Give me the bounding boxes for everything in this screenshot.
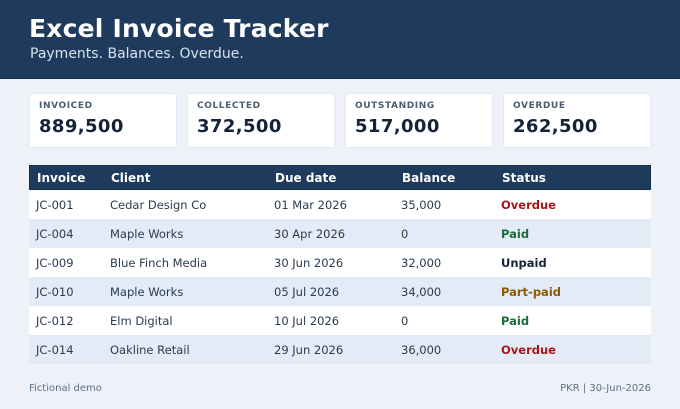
balance: 36,000 <box>401 343 442 357</box>
card-collected: COLLECTED 372,500 <box>187 93 335 148</box>
table-row[interactable]: JC-014 Oakline Retail 29 Jun 2026 36,000… <box>29 335 651 364</box>
client-name: Cedar Design Co <box>110 198 207 212</box>
due-date: 29 Jun 2026 <box>274 343 344 357</box>
table-row[interactable]: JC-001 Cedar Design Co 01 Mar 2026 35,00… <box>29 190 651 219</box>
column-header-status[interactable]: Status <box>502 171 546 185</box>
column-header-invoice[interactable]: Invoice <box>37 171 86 185</box>
due-date: 30 Apr 2026 <box>274 227 346 241</box>
card-label: OVERDUE <box>513 101 566 111</box>
balance: 32,000 <box>401 256 442 270</box>
invoice-id: JC-014 <box>36 343 74 357</box>
invoice-id: JC-010 <box>36 285 74 299</box>
due-date: 05 Jul 2026 <box>274 285 340 299</box>
status-badge: Part-paid <box>501 285 561 299</box>
footer-meta: PKR | 30-Jun-2026 <box>560 383 651 394</box>
client-name: Elm Digital <box>110 314 173 328</box>
table-row[interactable]: JC-010 Maple Works 05 Jul 2026 34,000 Pa… <box>29 277 651 306</box>
summary-cards: INVOICED 889,500 COLLECTED 372,500 OUTST… <box>29 93 651 149</box>
column-header-client[interactable]: Client <box>111 171 151 185</box>
page-title: Excel Invoice Tracker <box>29 14 329 43</box>
invoice-table: Invoice Client Due date Balance Status J… <box>29 165 651 364</box>
client-name: Maple Works <box>110 227 184 241</box>
status-badge: Unpaid <box>501 256 547 270</box>
client-name: Maple Works <box>110 285 184 299</box>
table-header: Invoice Client Due date Balance Status <box>29 165 651 190</box>
balance: 0 <box>401 227 409 241</box>
card-value: 372,500 <box>197 116 282 137</box>
card-invoiced: INVOICED 889,500 <box>29 93 177 148</box>
invoice-id: JC-012 <box>36 314 74 328</box>
balance: 34,000 <box>401 285 442 299</box>
status-badge: Paid <box>501 227 530 241</box>
client-name: Blue Finch Media <box>110 256 208 270</box>
invoice-id: JC-004 <box>36 227 74 241</box>
card-label: COLLECTED <box>197 101 261 111</box>
card-value: 517,000 <box>355 116 440 137</box>
page-subtitle: Payments. Balances. Overdue. <box>30 46 244 62</box>
card-outstanding: OUTSTANDING 517,000 <box>345 93 493 148</box>
status-badge: Overdue <box>501 198 556 212</box>
footer-note: Fictional demo <box>29 383 102 394</box>
card-label: OUTSTANDING <box>355 101 435 111</box>
status-badge: Paid <box>501 314 530 328</box>
column-header-due-date[interactable]: Due date <box>275 171 337 185</box>
card-value: 889,500 <box>39 116 124 137</box>
invoice-id: JC-001 <box>36 198 74 212</box>
due-date: 01 Mar 2026 <box>274 198 347 212</box>
table-row[interactable]: JC-004 Maple Works 30 Apr 2026 0 Paid <box>29 219 651 248</box>
balance: 0 <box>401 314 409 328</box>
table-row[interactable]: JC-009 Blue Finch Media 30 Jun 2026 32,0… <box>29 248 651 277</box>
client-name: Oakline Retail <box>110 343 190 357</box>
header-banner: Excel Invoice Tracker Payments. Balances… <box>0 0 680 79</box>
invoice-id: JC-009 <box>36 256 74 270</box>
due-date: 30 Jun 2026 <box>274 256 344 270</box>
status-badge: Overdue <box>501 343 556 357</box>
card-overdue: OVERDUE 262,500 <box>503 93 651 148</box>
due-date: 10 Jul 2026 <box>274 314 340 328</box>
table-row[interactable]: JC-012 Elm Digital 10 Jul 2026 0 Paid <box>29 306 651 335</box>
card-value: 262,500 <box>513 116 598 137</box>
card-label: INVOICED <box>39 101 93 111</box>
column-header-balance[interactable]: Balance <box>402 171 456 185</box>
balance: 35,000 <box>401 198 442 212</box>
